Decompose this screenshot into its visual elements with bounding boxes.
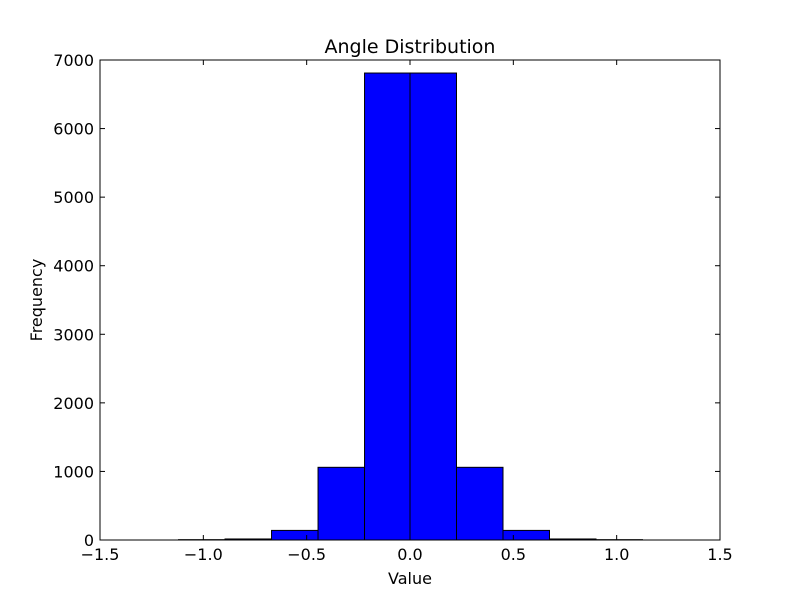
histogram-bar: [271, 529, 319, 541]
x-tick-label: 1.5: [707, 545, 732, 564]
histogram-bar: [456, 466, 504, 541]
x-tick-label: 0.5: [501, 545, 526, 564]
x-tick-label: 1.0: [604, 545, 629, 564]
y-tick-label: 6000: [53, 120, 94, 139]
y-tick-label: 1000: [53, 462, 94, 481]
histogram-bar: [502, 529, 550, 541]
bars-group: [178, 72, 643, 541]
histogram-bar: [409, 72, 457, 541]
y-axis-ticks: 0 1000 2000 3000 4000 5000 6000 7000: [53, 51, 720, 550]
x-tick-label: −0.5: [287, 545, 326, 564]
y-tick-label: 3000: [53, 325, 94, 344]
x-axis-label: Value: [388, 569, 432, 588]
y-tick-label: 7000: [53, 51, 94, 70]
x-axis-ticks: −1.5 −1.0 −0.5 0.0 0.5 1.0 1.5: [81, 60, 733, 564]
histogram-bar: [317, 466, 366, 541]
y-tick-label: 0: [84, 531, 94, 550]
y-tick-label: 4000: [53, 257, 94, 276]
x-tick-label: −1.5: [81, 545, 120, 564]
x-tick-label: −1.0: [184, 545, 223, 564]
y-axis-label: Frequency: [27, 259, 46, 342]
histogram-bar: [364, 72, 411, 541]
x-tick-label: 0.0: [397, 545, 422, 564]
y-tick-label: 5000: [53, 188, 94, 207]
y-tick-label: 2000: [53, 394, 94, 413]
chart-title: Angle Distribution: [325, 36, 496, 58]
